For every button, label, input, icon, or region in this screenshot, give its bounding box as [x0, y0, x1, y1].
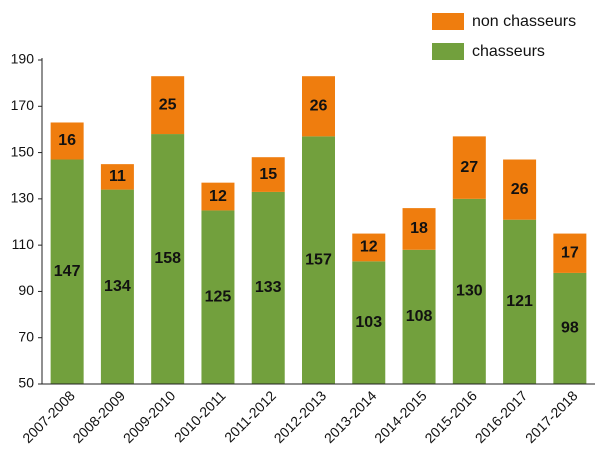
value-label: 11	[109, 168, 126, 185]
value-label: 130	[456, 283, 483, 300]
value-label: 15	[259, 166, 277, 183]
bar-segment	[503, 159, 537, 220]
x-tick-label: 2011-2012	[221, 387, 279, 445]
x-tick-label: 2008-2009	[69, 387, 128, 446]
value-label: 12	[209, 188, 227, 205]
x-tick-label: 2013-2014	[321, 387, 380, 446]
y-tick-label: 190	[11, 51, 35, 67]
y-tick-label: 170	[11, 97, 35, 113]
y-tick-label: 150	[11, 143, 35, 159]
bar-segment	[553, 233, 587, 273]
value-label: 26	[511, 181, 529, 198]
bar-segment	[100, 164, 134, 190]
y-tick-label: 70	[18, 328, 34, 344]
y-tick-label: 130	[11, 190, 35, 206]
bar-segment	[251, 157, 285, 192]
value-label: 157	[305, 251, 332, 268]
bar-segment	[100, 189, 134, 384]
x-tick-label: 2014-2015	[371, 387, 430, 446]
bar-segment	[151, 134, 185, 384]
x-tick-label: 2009-2010	[120, 387, 179, 446]
value-label: 26	[310, 98, 328, 115]
value-label: 158	[154, 250, 181, 267]
value-label: 27	[460, 159, 478, 176]
value-label: 98	[561, 320, 579, 337]
value-label: 103	[355, 314, 382, 331]
x-tick-label: 2017-2018	[522, 387, 581, 446]
bar-segment	[452, 136, 486, 199]
value-label: 125	[205, 288, 232, 305]
value-label: 147	[54, 263, 81, 280]
bar-segment	[50, 159, 84, 384]
y-tick-label: 110	[12, 236, 35, 252]
x-tick-label: 2012-2013	[271, 387, 330, 446]
bar-segment	[352, 233, 386, 262]
value-label: 108	[406, 308, 433, 325]
y-tick-label: 90	[18, 282, 34, 298]
legend-label: non chasseurs	[472, 13, 576, 30]
value-label: 134	[104, 278, 131, 295]
value-label: 17	[561, 244, 579, 261]
x-tick-label: 2016-2017	[472, 387, 531, 446]
x-tick-label: 2015-2016	[421, 387, 480, 446]
bar-segment	[553, 272, 587, 384]
bar-segment	[402, 208, 436, 250]
legend-label: chasseurs	[472, 43, 545, 60]
value-label: 18	[410, 220, 428, 237]
bar-segment	[50, 122, 84, 160]
bar-segment	[251, 191, 285, 384]
x-tick-label: 2007-2008	[19, 387, 78, 446]
legend-swatch	[432, 13, 464, 30]
value-label: 133	[255, 279, 282, 296]
bar-segment	[302, 136, 335, 384]
value-label: 121	[506, 293, 533, 310]
y-tick-label: 50	[18, 375, 34, 391]
bar-segment	[452, 198, 486, 384]
bar-segment	[151, 76, 185, 135]
bar-segment	[201, 182, 235, 211]
bar-segment	[352, 261, 386, 384]
value-label: 25	[159, 96, 177, 113]
bar-segment	[402, 249, 436, 384]
x-tick-label: 2010-2011	[171, 387, 229, 445]
bar-segment	[201, 210, 235, 384]
bar-segment	[503, 219, 537, 384]
bar-segment	[302, 76, 335, 137]
legend-swatch	[432, 43, 464, 60]
value-label: 16	[58, 132, 76, 149]
value-label: 12	[360, 239, 378, 256]
